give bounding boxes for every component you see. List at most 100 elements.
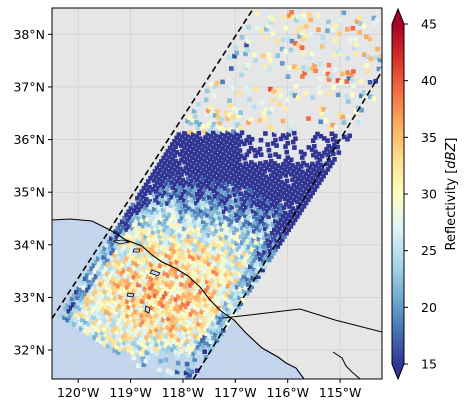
reflectivity-cell [145,283,150,289]
reflectivity-cell [193,238,198,244]
reflectivity-cell [233,169,239,174]
reflectivity-cell [210,226,216,231]
reflectivity-cell [125,261,131,267]
reflectivity-cell [240,202,246,208]
reflectivity-cell [348,72,354,78]
reflectivity-cell [180,148,185,154]
reflectivity-cell [222,295,228,301]
reflectivity-cell [125,232,131,238]
lat-tick-label: 34°N [13,237,45,252]
reflectivity-cell [289,119,295,125]
swath-right-edge [192,70,382,379]
reflectivity-cell [85,273,90,278]
reflectivity-cell [223,258,229,263]
reflectivity-cell [174,355,180,360]
reflectivity-cell [306,174,312,179]
reflectivity-cell [128,301,134,307]
reflectivity-cell [113,229,118,235]
reflectivity-cell [186,167,192,173]
reflectivity-cell [190,169,195,175]
reflectivity-cell [174,245,180,251]
reflectivity-cell [63,306,68,312]
reflectivity-cell [170,266,175,272]
reflectivity-cell [292,93,298,98]
reflectivity-cell [249,189,254,194]
reflectivity-cell [234,241,239,246]
reflectivity-cell [121,320,126,325]
reflectivity-cell [128,339,133,344]
reflectivity-cell [270,222,276,227]
reflectivity-cell [156,162,162,168]
reflectivity-cell [201,262,206,268]
reflectivity-cell [217,244,223,250]
reflectivity-cell [291,183,296,188]
reflectivity-cell [228,265,233,271]
reflectivity-cell [92,268,98,274]
reflectivity-cell [234,146,239,151]
reflectivity-cell [272,189,278,195]
reflectivity-cell [238,205,243,211]
reflectivity-cell [300,36,306,42]
reflectivity-cell [187,115,192,121]
reflectivity-cell [263,107,269,113]
reflectivity-cell [131,312,136,318]
reflectivity-cell [153,241,158,246]
reflectivity-cell [197,341,203,347]
reflectivity-cell [122,288,128,293]
reflectivity-cell [256,251,262,256]
reflectivity-cell [189,178,194,184]
reflectivity-cell [273,233,278,238]
reflectivity-cell [269,187,274,193]
reflectivity-cell [176,308,181,314]
reflectivity-cell [223,229,228,234]
reflectivity-cell [245,172,251,178]
reflectivity-cell [271,251,276,256]
reflectivity-cell [189,369,194,375]
reflectivity-cell [282,167,287,173]
reflectivity-cell [228,213,234,219]
reflectivity-cell [111,313,116,319]
reflectivity-cell [156,281,161,286]
reflectivity-cell [233,250,238,255]
reflectivity-cell [316,180,322,186]
reflectivity-cell [222,281,228,287]
reflectivity-cell [130,202,136,208]
reflectivity-cell [193,253,199,258]
reflectivity-cell [182,203,188,208]
reflectivity-cell [151,302,157,307]
reflectivity-cell [99,301,105,307]
reflectivity-cell [330,160,335,165]
reflectivity-cell [199,214,205,219]
lon-tick-label: 119°W [109,385,151,400]
reflectivity-cell [172,182,178,187]
reflectivity-cell [196,292,201,298]
reflectivity-cell [70,302,76,307]
reflectivity-cell [183,327,188,333]
reflectivity-cell [105,248,111,254]
reflectivity-cell [275,229,280,235]
reflectivity-cell [354,19,360,24]
reflectivity-cell [322,150,327,156]
reflectivity-cell [106,239,112,245]
reflectivity-cell [98,296,104,301]
reflectivity-cell [226,136,232,141]
reflectivity-cell [115,321,121,327]
reflectivity-cell [135,291,140,296]
reflectivity-cell [104,257,110,262]
reflectivity-cell [222,157,227,162]
reflectivity-cell [312,144,317,149]
reflectivity-cell [185,243,191,248]
reflectivity-cell [294,170,300,176]
reflectivity-cell [112,333,117,339]
reflectivity-cell [230,224,236,230]
reflectivity-cell [177,299,182,305]
reflectivity-cell [141,362,147,367]
reflectivity-cell [245,253,251,259]
reflectivity-cell [160,179,165,184]
reflectivity-cell [186,205,191,210]
reflectivity-cell [211,159,216,165]
reflectivity-cell [289,215,295,220]
reflectivity-cell [146,179,151,184]
reflectivity-cell [87,327,93,333]
reflectivity-cell [249,232,255,237]
